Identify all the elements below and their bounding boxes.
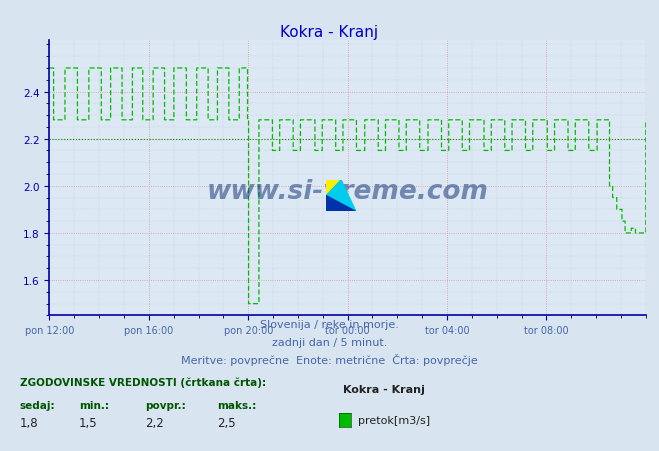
Text: sedaj:: sedaj: [20, 400, 55, 410]
Text: 2,2: 2,2 [145, 416, 163, 429]
Text: Kokra - Kranj: Kokra - Kranj [343, 384, 424, 394]
Text: Slovenija / reke in morje.: Slovenija / reke in morje. [260, 319, 399, 329]
Text: pretok[m3/s]: pretok[m3/s] [358, 415, 430, 425]
Text: www.si-vreme.com: www.si-vreme.com [207, 179, 488, 205]
Text: min.:: min.: [79, 400, 109, 410]
Text: zadnji dan / 5 minut.: zadnji dan / 5 minut. [272, 337, 387, 347]
Polygon shape [326, 180, 341, 196]
Text: povpr.:: povpr.: [145, 400, 186, 410]
Polygon shape [326, 180, 356, 212]
Text: ZGODOVINSKE VREDNOSTI (črtkana črta):: ZGODOVINSKE VREDNOSTI (črtkana črta): [20, 377, 266, 387]
Text: 2,5: 2,5 [217, 416, 236, 429]
Text: 1,5: 1,5 [79, 416, 98, 429]
Text: Kokra - Kranj: Kokra - Kranj [281, 25, 378, 40]
Text: maks.:: maks.: [217, 400, 257, 410]
Text: Meritve: povprečne  Enote: metrične  Črta: povprečje: Meritve: povprečne Enote: metrične Črta:… [181, 353, 478, 365]
Polygon shape [326, 196, 356, 212]
Text: 1,8: 1,8 [20, 416, 38, 429]
